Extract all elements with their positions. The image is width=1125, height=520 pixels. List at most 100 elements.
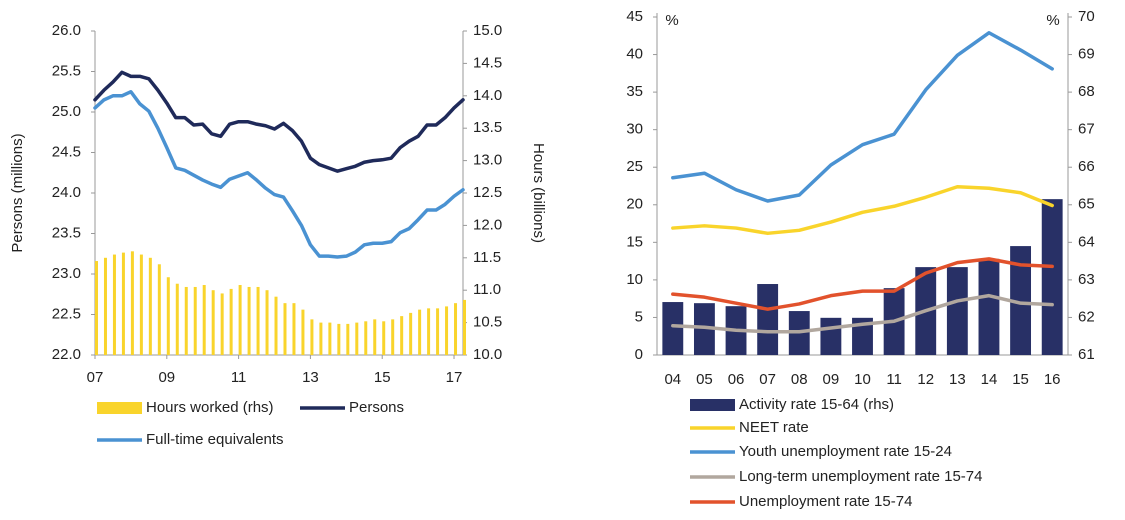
x-tick-label: 09: [823, 371, 840, 388]
x-tick-label: 05: [696, 371, 713, 388]
bar: [229, 288, 233, 355]
legend-label: Activity rate 15-64 (rhs): [739, 396, 894, 413]
x-tick-label: 11: [231, 369, 247, 386]
bar: [1041, 199, 1063, 355]
x-tick-label: 07: [759, 371, 776, 388]
y-tick-label: 22.5: [52, 305, 81, 322]
bar: [274, 296, 278, 355]
y-axis-unit: %: [665, 12, 678, 29]
y2-axis-title: Hours (billions): [530, 143, 547, 243]
y-tick-label: 5: [635, 308, 643, 325]
legend-label: Full-time equivalents: [146, 431, 284, 448]
y-tick-label: 24.0: [52, 184, 81, 201]
bar: [946, 267, 968, 355]
x-tick-label: 10: [854, 371, 871, 388]
x-tick-label: 13: [302, 369, 319, 386]
y-tick-label: 15: [626, 233, 643, 250]
bar: [256, 286, 260, 355]
y-tick-label: 23.5: [52, 224, 81, 241]
line: [671, 31, 1054, 203]
line: [93, 90, 465, 259]
y2-tick-label: 10.0: [473, 346, 502, 363]
bar: [130, 251, 134, 355]
x-tick-label: 12: [917, 371, 934, 388]
y2-tick-label: 66: [1078, 158, 1095, 175]
y2-tick-label: 63: [1078, 271, 1095, 288]
y-tick-label: 0: [635, 346, 643, 363]
x-tick-label: 11: [886, 371, 902, 388]
x-tick-label: 14: [981, 371, 998, 388]
y2-tick-label: 10.5: [473, 314, 502, 331]
y2-tick-label: 64: [1078, 233, 1095, 250]
bar: [355, 322, 359, 355]
bar: [1010, 246, 1032, 355]
line: [93, 70, 465, 173]
y-tick-label: 25.5: [52, 62, 81, 79]
y-tick-label: 23.0: [52, 265, 81, 282]
bar: [454, 303, 458, 355]
y2-axis-unit: %: [1046, 12, 1059, 29]
y-axis-title: Persons (millions): [9, 133, 26, 252]
x-tick-label: 06: [728, 371, 745, 388]
y2-tick-label: 14.5: [473, 54, 502, 71]
y-tick-label: 24.5: [52, 143, 81, 160]
legend-label: NEET rate: [739, 419, 809, 436]
bar: [820, 317, 842, 355]
y2-tick-label: 61: [1078, 346, 1095, 363]
y-tick-label: 35: [626, 83, 643, 100]
bar: [238, 285, 242, 355]
y2-tick-label: 69: [1078, 46, 1095, 63]
bar: [445, 306, 449, 355]
bar: [346, 323, 350, 355]
x-tick-label: 09: [158, 369, 175, 386]
x-tick-label: 15: [374, 369, 391, 386]
y-tick-label: 22.0: [52, 346, 81, 363]
line: [671, 185, 1054, 236]
y2-tick-label: 12.5: [473, 184, 502, 201]
y2-tick-label: 11.5: [473, 249, 501, 266]
bar: [139, 254, 143, 355]
bar: [662, 302, 684, 355]
bar: [202, 285, 206, 355]
bar: [382, 321, 386, 355]
bar: [247, 286, 251, 355]
bar: [463, 299, 466, 355]
x-tick-label: 13: [949, 371, 966, 388]
y-tick-label: 40: [626, 46, 643, 63]
y2-tick-label: 67: [1078, 121, 1095, 138]
y-tick-label: 10: [626, 271, 643, 288]
line: [671, 257, 1054, 311]
x-tick-label: 04: [664, 371, 681, 388]
bar: [978, 258, 1000, 355]
bar: [337, 323, 341, 355]
x-tick-label: 17: [446, 369, 463, 386]
bar: [148, 257, 152, 355]
bar: [301, 309, 305, 355]
bar: [328, 322, 332, 355]
y-tick-label: 45: [626, 8, 643, 25]
bar: [103, 257, 107, 355]
bar: [852, 317, 873, 355]
y2-tick-label: 62: [1078, 308, 1095, 325]
bar: [436, 308, 440, 355]
legend-label: Youth unemployment rate 15-24: [739, 443, 952, 460]
bar: [292, 303, 296, 355]
bar: [757, 284, 779, 355]
y2-tick-label: 11.0: [473, 281, 501, 298]
y2-tick-label: 68: [1078, 83, 1095, 100]
y2-tick-label: 14.0: [473, 87, 502, 104]
bar: [193, 286, 197, 355]
x-tick-label: 16: [1044, 371, 1061, 388]
bar: [409, 312, 413, 355]
y2-tick-label: 13.5: [473, 119, 502, 136]
bar: [391, 319, 395, 355]
line: [671, 293, 1054, 334]
bar: [157, 264, 161, 355]
y2-tick-label: 70: [1078, 8, 1095, 25]
bar: [95, 261, 98, 355]
bar: [184, 286, 188, 355]
y-tick-label: 25: [626, 158, 643, 175]
y-tick-label: 25.0: [52, 103, 81, 120]
bar: [310, 319, 314, 355]
legend-label: Persons: [349, 399, 404, 416]
